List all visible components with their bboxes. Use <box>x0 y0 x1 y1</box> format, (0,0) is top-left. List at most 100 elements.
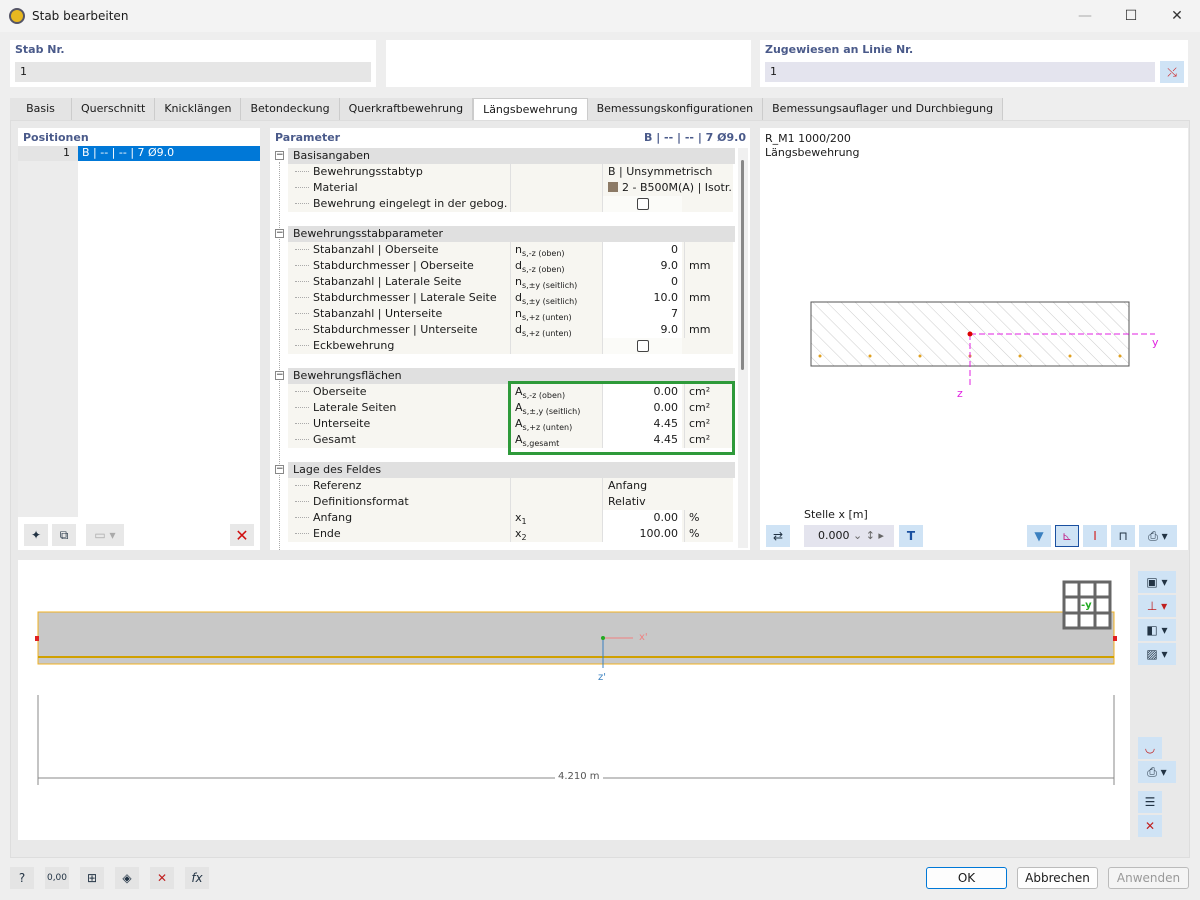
copy-position-icon[interactable]: ⧉ <box>52 524 76 546</box>
group-title: Lage des Feldes <box>293 463 382 476</box>
cancel-button[interactable]: Abbrechen <box>1017 867 1098 889</box>
collapse-icon[interactable]: − <box>275 465 284 474</box>
group-header[interactable]: − Basisangaben <box>275 148 735 164</box>
param-symbol: ns,+z (unten) <box>510 306 602 322</box>
position-item[interactable]: 1 B | -- | -- | 7 Ø9.0 <box>18 146 260 161</box>
member-view[interactable]: x' z' -y 4.210 m <box>18 560 1130 840</box>
dimension-icon[interactable]: ⊓ <box>1111 525 1135 547</box>
reset-view-icon[interactable]: ✕ <box>1138 815 1162 837</box>
stelle-input[interactable]: 0.000 ⌄ ↕ ▸ <box>804 525 894 547</box>
tab-querkraftbewehrung[interactable]: Querkraftbewehrung <box>339 98 474 120</box>
member-drawing <box>35 580 1117 785</box>
param-value[interactable]: 0.00 <box>602 400 682 416</box>
axis-view-icon[interactable]: ⊥ ▾ <box>1138 595 1176 617</box>
section-info-icon[interactable]: I <box>1083 525 1107 547</box>
more-dropdown-icon[interactable]: ▭ ▾ <box>86 524 124 546</box>
parameter-row[interactable]: Stabanzahl | Laterale Seite ns,±y (seitl… <box>288 274 733 290</box>
tab-bemessungskonfigurationen[interactable]: Bemessungskonfigurationen <box>587 98 764 120</box>
param-symbol: ns,±y (seitlich) <box>510 274 602 290</box>
view-cube-label[interactable]: -y <box>1081 600 1092 611</box>
delete-object-icon[interactable]: ✕ <box>150 867 174 889</box>
collapse-icon[interactable]: − <box>275 229 284 238</box>
display-icon[interactable]: ◧ ▾ <box>1138 619 1176 641</box>
param-value[interactable]: 2 - B500M(A) | Isotr... <box>602 180 733 196</box>
parameter-row[interactable]: Definitionsformat Relativ <box>288 494 733 510</box>
collapse-icon[interactable]: − <box>275 371 284 380</box>
group-header[interactable]: − Bewehrungsflächen <box>275 368 735 384</box>
parameter-row[interactable]: Stabanzahl | Oberseite ns,-z (oben) 0 <box>288 242 733 258</box>
param-value[interactable]: 0 <box>602 242 682 258</box>
help-icon[interactable]: ? <box>10 867 34 889</box>
scrollbar-thumb[interactable] <box>741 160 744 370</box>
maximize-button[interactable]: ☐ <box>1124 8 1138 24</box>
parameter-row[interactable]: Stabdurchmesser | Oberseite ds,-z (oben)… <box>288 258 733 274</box>
close-button[interactable]: ✕ <box>1171 8 1183 24</box>
print-view-icon[interactable]: ⎙ ▾ <box>1138 761 1176 783</box>
parameter-row[interactable]: Stabdurchmesser | Unterseite ds,+z (unte… <box>288 322 733 338</box>
param-name: Stabanzahl | Oberseite <box>313 243 439 256</box>
tab-basis[interactable]: Basis <box>10 98 72 120</box>
param-value[interactable]: 4.45 <box>602 416 682 432</box>
parameter-row[interactable]: Stabanzahl | Unterseite ns,+z (unten) 7 <box>288 306 733 322</box>
param-value[interactable]: 4.45 <box>602 432 682 448</box>
collapse-icon[interactable]: − <box>275 151 284 160</box>
tab-laengsbewehrung[interactable]: Längsbewehrung <box>473 98 588 120</box>
ok-button[interactable]: OK <box>926 867 1007 889</box>
apply-button[interactable]: Anwenden <box>1108 867 1189 889</box>
group-header[interactable]: − Lage des Feldes <box>275 462 735 478</box>
scrollbar[interactable] <box>738 148 748 548</box>
highlight-box <box>508 381 735 455</box>
deformation-icon[interactable]: ◡ <box>1138 737 1162 759</box>
tab-bemessungsauflager[interactable]: Bemessungsauflager und Durchbiegung <box>763 98 1004 120</box>
param-value[interactable]: 10.0 <box>602 290 682 306</box>
section-view-icon[interactable]: T <box>899 525 923 547</box>
print-icon[interactable]: ⎙ ▾ <box>1139 525 1177 547</box>
axes-icon[interactable]: ⊾ <box>1055 525 1079 547</box>
param-value[interactable]: 7 <box>602 306 682 322</box>
param-value[interactable]: 0.00 <box>602 384 682 400</box>
parameter-row[interactable]: Referenz Anfang <box>288 478 733 494</box>
param-value[interactable]: 100.00 <box>602 526 682 542</box>
display-settings-icon[interactable]: ◈ <box>115 867 139 889</box>
param-value[interactable]: Anfang <box>602 478 733 494</box>
param-value[interactable]: Relativ <box>602 494 733 510</box>
tree-icon[interactable]: ⊞ <box>80 867 104 889</box>
sync-view-icon[interactable]: ⇄ <box>766 525 790 547</box>
delete-position-icon[interactable]: ✕ <box>230 524 254 546</box>
pick-line-button[interactable]: ⤯ <box>1160 61 1184 83</box>
parameter-row[interactable]: Stabdurchmesser | Laterale Seite ds,±y (… <box>288 290 733 306</box>
parameter-row[interactable]: Ende x2 100.00% <box>288 526 733 542</box>
parameter-row[interactable]: Anfang x1 0.00% <box>288 510 733 526</box>
param-value[interactable]: B | Unsymmetrisch <box>602 164 733 180</box>
minimize-button[interactable]: — <box>1078 8 1092 24</box>
filter-icon[interactable]: ▼ <box>1027 525 1051 547</box>
parameter-row[interactable]: Material 2 - B500M(A) | Isotr... <box>288 180 733 196</box>
tab-betondeckung[interactable]: Betondeckung <box>241 98 340 120</box>
group-header[interactable]: − Bewehrungsstabparameter <box>275 226 735 242</box>
settings-list-icon[interactable]: ☰ <box>1138 791 1162 813</box>
parameter-panel: Parameter B | -- | -- | 7 Ø9.0 − Basisang… <box>270 128 750 550</box>
positions-panel: Positionen 1 B | -- | -- | 7 Ø9.0 ✦ ⧉ ▭ … <box>18 128 260 550</box>
tab-knicklaengen[interactable]: Knicklängen <box>155 98 242 120</box>
param-value[interactable]: 0 <box>602 274 682 290</box>
parameter-row[interactable]: Eckbewehrung <box>288 338 733 354</box>
param-symbol <box>510 164 602 180</box>
parameter-title: Parameter <box>275 131 341 144</box>
y-axis-label: y <box>1152 336 1159 349</box>
param-value[interactable]: 9.0 <box>602 322 682 338</box>
parameter-row[interactable]: Bewehrungsstabtyp B | Unsymmetrisch <box>288 164 733 180</box>
param-value[interactable]: 9.0 <box>602 258 682 274</box>
tab-querschnitt[interactable]: Querschnitt <box>72 98 156 120</box>
units-icon[interactable]: 0,00 <box>45 867 69 889</box>
checkbox[interactable] <box>636 198 649 210</box>
parameter-row[interactable]: Bewehrung eingelegt in der gebog... <box>288 196 733 212</box>
stab-nr-field[interactable]: 1 <box>15 62 371 82</box>
view-mode-icon[interactable]: ▣ ▾ <box>1138 571 1176 593</box>
param-unit: % <box>684 510 732 526</box>
new-position-icon[interactable]: ✦ <box>24 524 48 546</box>
checkbox[interactable] <box>636 340 649 352</box>
hatch-icon[interactable]: ▨ ▾ <box>1138 643 1176 665</box>
linie-field[interactable]: 1 <box>765 62 1155 82</box>
formula-icon[interactable]: fx <box>185 867 209 889</box>
param-value[interactable]: 0.00 <box>602 510 682 526</box>
